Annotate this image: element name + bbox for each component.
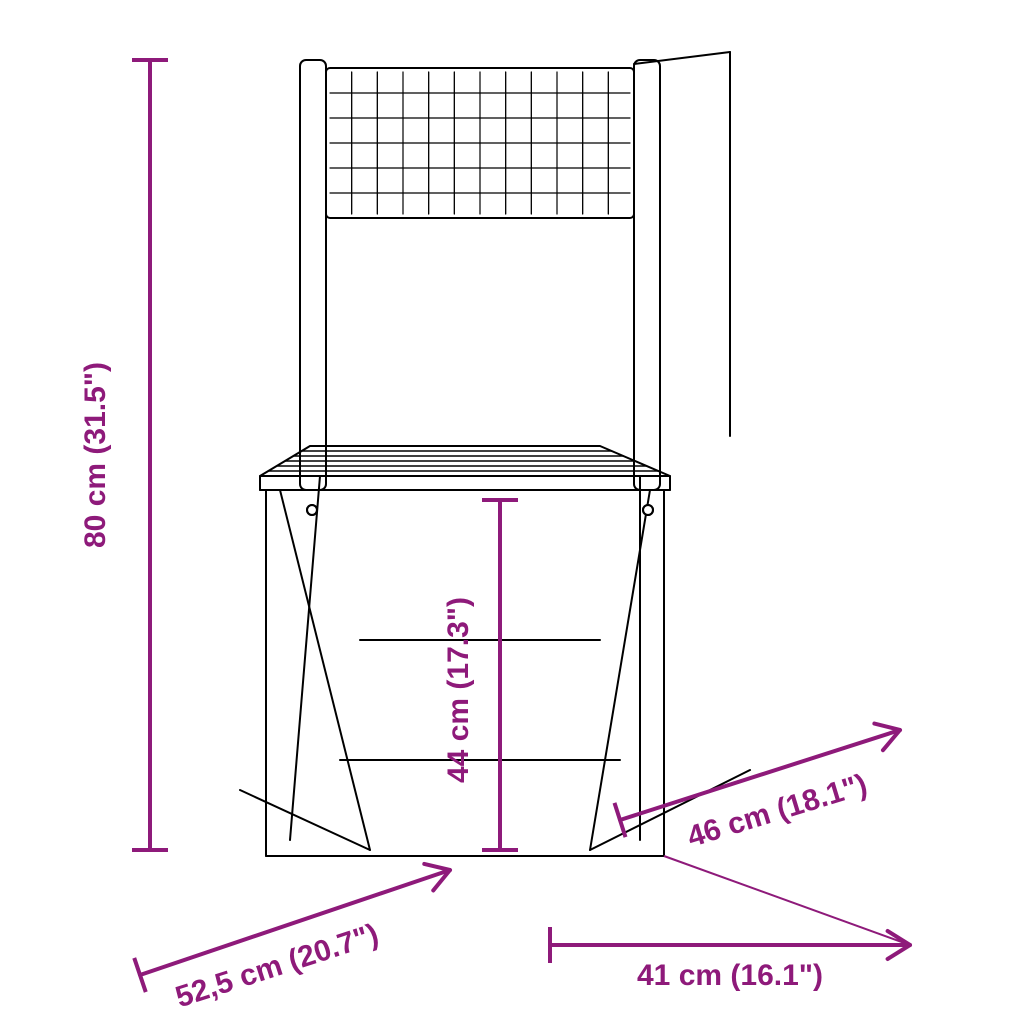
- dimension-label: 52,5 cm (20.7"): [172, 918, 383, 1015]
- dimension-label: 44 cm (17.3"): [442, 597, 475, 783]
- dimension-label: 46 cm (18.1"): [683, 768, 871, 854]
- dimension-label: 41 cm (16.1"): [637, 959, 823, 992]
- dimension-label: 80 cm (31.5"): [79, 362, 112, 548]
